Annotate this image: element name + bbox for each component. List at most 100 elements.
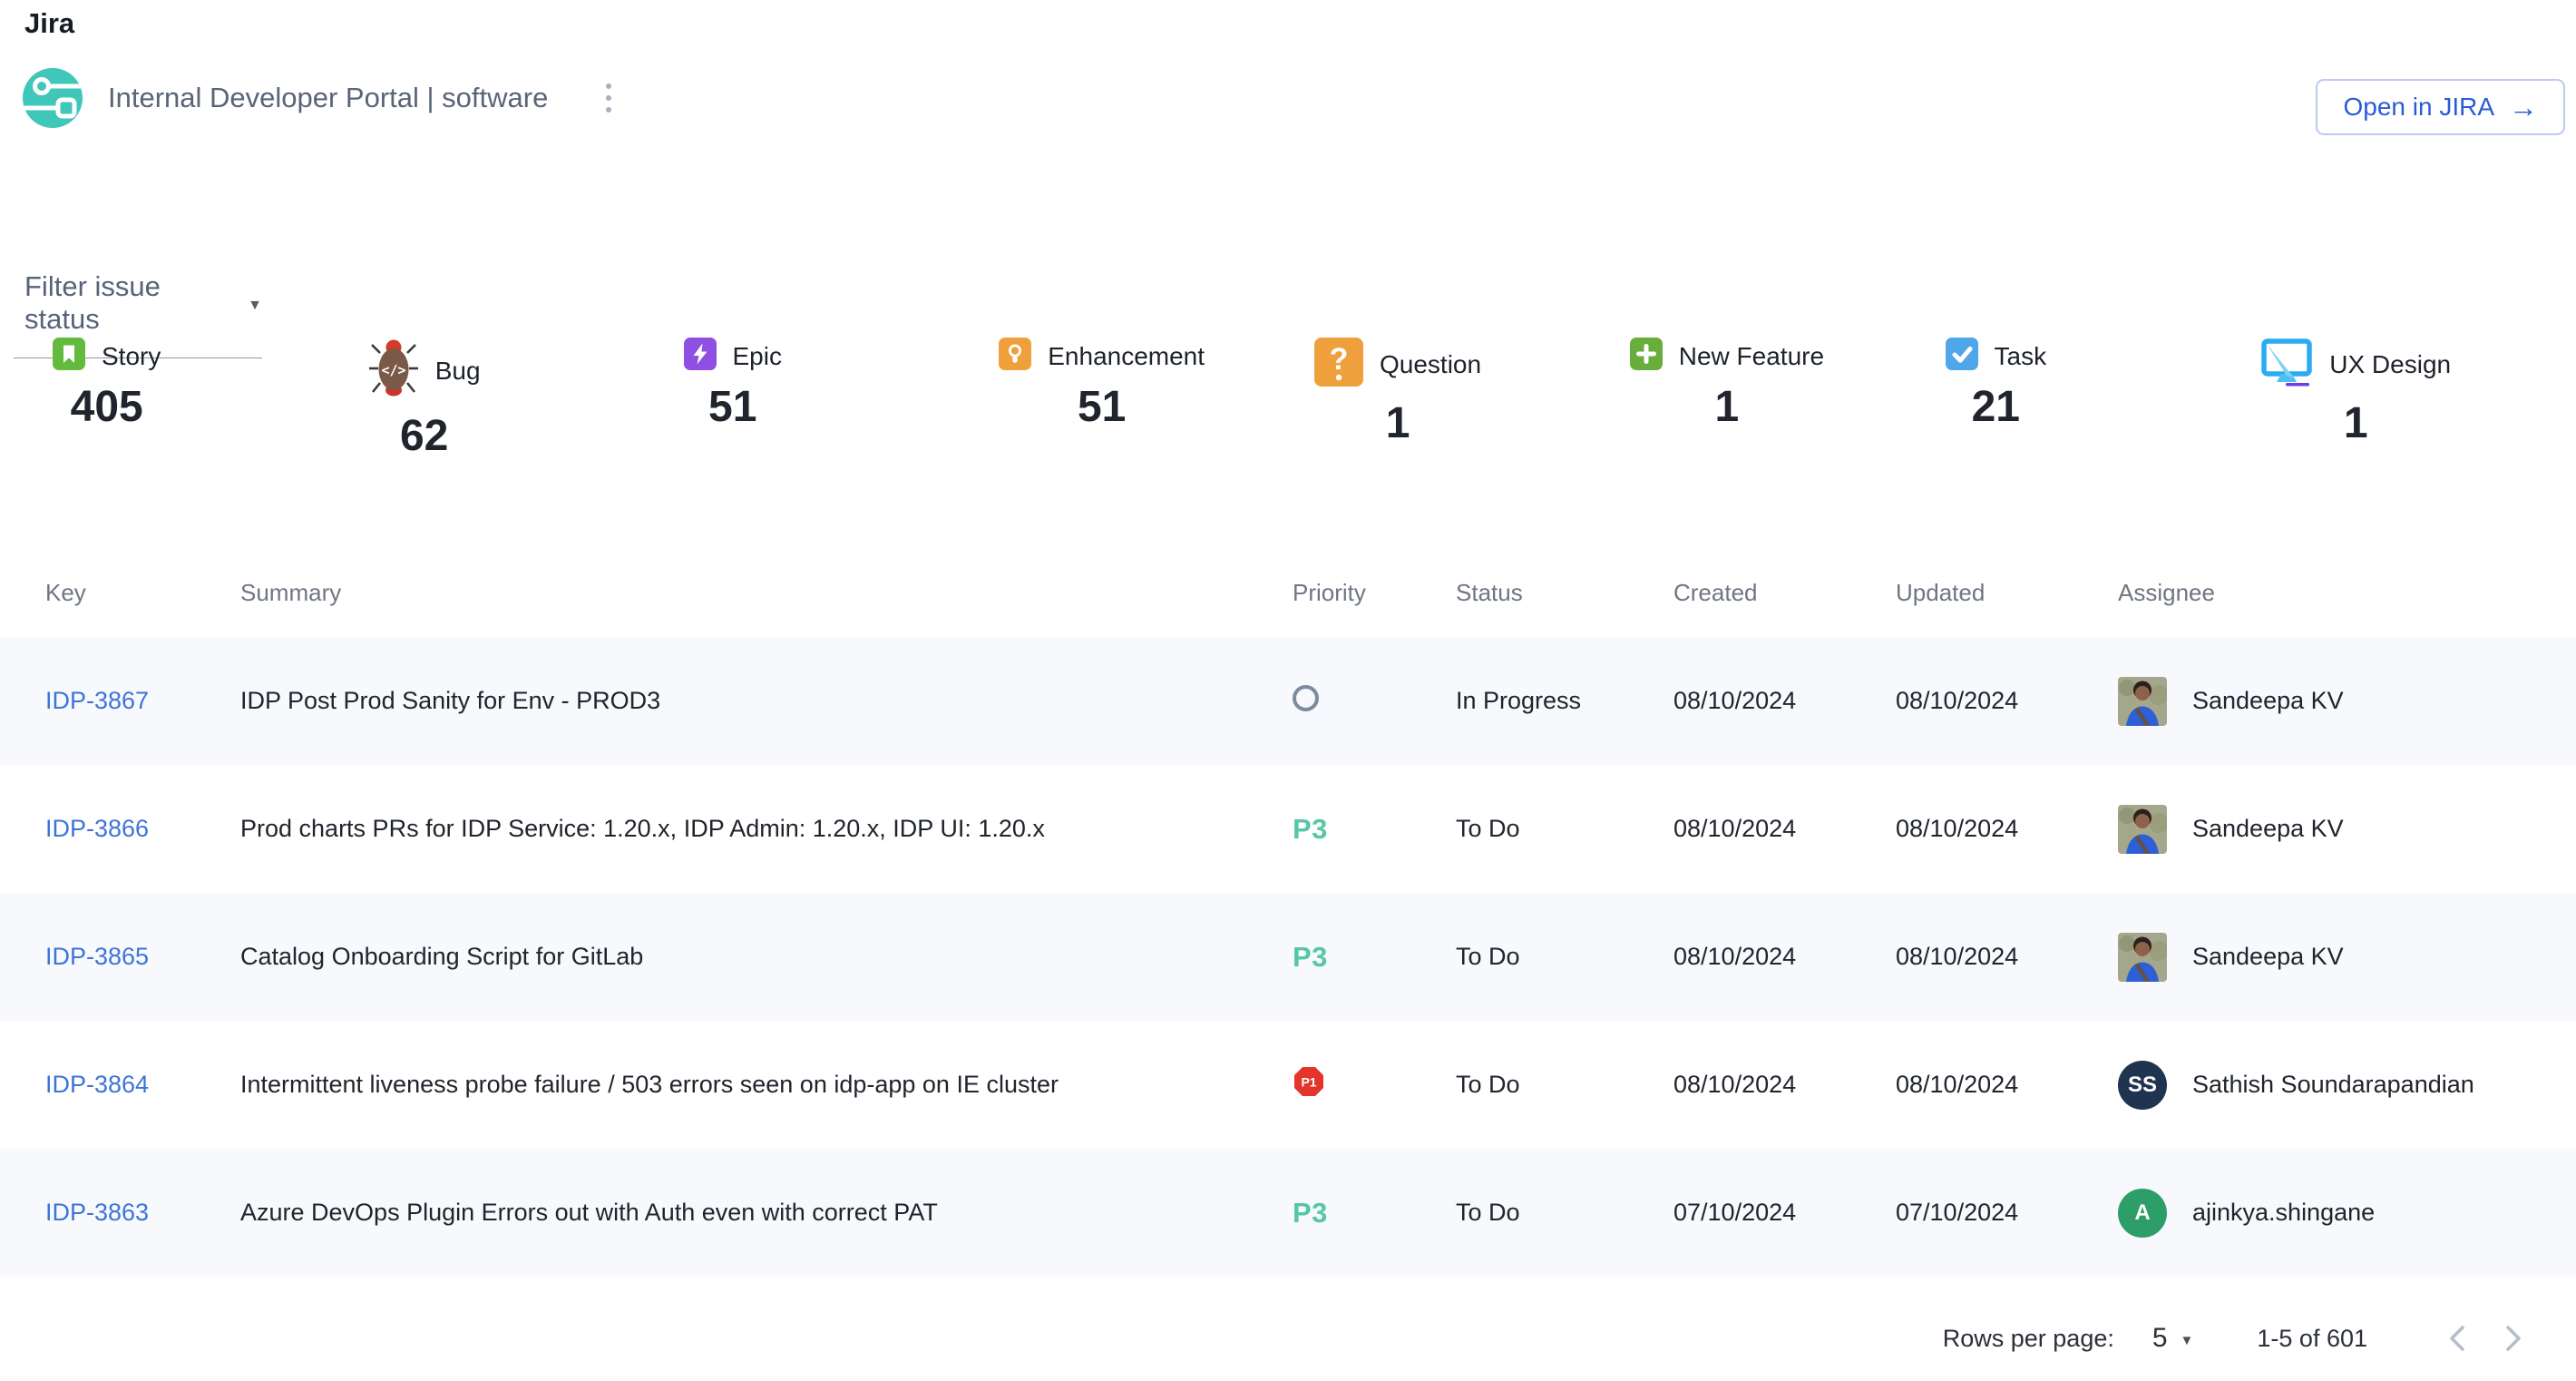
issue-updated-date: 08/10/2024 (1896, 815, 2118, 843)
issue-updated-date: 08/10/2024 (1896, 687, 2118, 715)
issue-created-date: 08/10/2024 (1673, 1071, 1896, 1099)
issue-key-link[interactable]: IDP-3863 (45, 1199, 149, 1226)
issue-type-counters: Story 405 </> Bug 62 Epic 51 Enhancemen (53, 338, 2576, 461)
issue-status: To Do (1456, 943, 1673, 971)
ux-design-icon (2260, 338, 2313, 391)
table-row: IDP-3867 IDP Post Prod Sanity for Env - … (0, 637, 2576, 765)
jira-plugin-page: Jira Internal Developer Portal | softwar… (0, 0, 2576, 1381)
assignee-cell: Sandeepa KV (2118, 933, 2531, 982)
assignee-cell: Sandeepa KV (2118, 677, 2531, 726)
project-name: Internal Developer Portal | software (108, 82, 548, 114)
issue-key-link[interactable]: IDP-3866 (45, 815, 149, 842)
chevron-down-icon: ▼ (248, 298, 262, 314)
bug-icon: </> (368, 338, 419, 404)
next-page-button[interactable] (2485, 1311, 2540, 1366)
issue-created-date: 07/10/2024 (1673, 1199, 1896, 1227)
assignee-cell: A ajinkya.shingane (2118, 1189, 2531, 1238)
issue-created-date: 08/10/2024 (1673, 943, 1896, 971)
priority-cell (1293, 685, 1456, 718)
assignee-avatar-initials: A (2118, 1189, 2167, 1238)
new-feature-icon (1630, 338, 1663, 375)
issue-type-counter: New Feature 1 (1630, 338, 1946, 461)
issue-updated-date: 08/10/2024 (1896, 943, 2118, 971)
table-header-row: Key Summary Priority Status Created Upda… (0, 561, 2576, 624)
table-row: IDP-3865 Catalog Onboarding Script for G… (0, 893, 2576, 1021)
issue-key-link[interactable]: IDP-3864 (45, 1071, 149, 1098)
column-header-key: Key (45, 579, 240, 607)
assignee-avatar-photo (2118, 677, 2167, 726)
assignee-name: Sandeepa KV (2192, 943, 2344, 971)
column-header-summary: Summary (240, 579, 1293, 607)
pagination-bar: Rows per page: 5 ▼ 1-5 of 601 (1943, 1307, 2540, 1370)
issue-type-counter: Epic 51 (684, 338, 1000, 461)
issue-type-counter: UX Design 1 (2260, 338, 2576, 461)
enhancement-icon (999, 338, 1031, 375)
issue-type-label: Bug (435, 357, 481, 386)
issue-status: To Do (1456, 815, 1673, 843)
previous-page-button[interactable] (2431, 1311, 2485, 1366)
assignee-name: Sathish Soundarapandian (2192, 1071, 2474, 1099)
issue-type-label: Epic (733, 342, 782, 371)
chevron-down-icon: ▼ (2181, 1333, 2194, 1348)
open-in-jira-button[interactable]: Open in JIRA → (2316, 79, 2565, 135)
issue-type-counter: </> Bug 62 (368, 338, 684, 461)
priority-cell: P3 (1293, 941, 1456, 974)
priority-cell: P3 (1293, 1197, 1456, 1229)
column-header-priority: Priority (1293, 579, 1456, 607)
column-header-updated: Updated (1896, 579, 2118, 607)
issue-status: To Do (1456, 1199, 1673, 1227)
assignee-name: ajinkya.shingane (2192, 1199, 2375, 1227)
column-header-status: Status (1456, 579, 1673, 607)
issue-summary: Catalog Onboarding Script for GitLab (240, 941, 1293, 973)
issue-summary: Azure DevOps Plugin Errors out with Auth… (240, 1197, 1293, 1229)
issue-created-date: 08/10/2024 (1673, 815, 1896, 843)
issue-type-count: 51 (684, 382, 782, 432)
issue-created-date: 08/10/2024 (1673, 687, 1896, 715)
table-row: IDP-3863 Azure DevOps Plugin Errors out … (0, 1149, 2576, 1277)
priority-cell: P1 (1293, 1065, 1456, 1104)
epic-icon (684, 338, 717, 375)
assignee-avatar-initials: SS (2118, 1061, 2167, 1110)
issue-type-label: Enhancement (1048, 342, 1205, 371)
pagination-range: 1-5 of 601 (2257, 1325, 2367, 1353)
rows-per-page-value: 5 (2152, 1323, 2168, 1354)
issue-type-count: 1 (1314, 398, 1481, 448)
priority-p3-icon: P3 (1293, 941, 1328, 973)
rows-per-page-select[interactable]: 5 ▼ (2152, 1323, 2194, 1354)
issue-type-count: 21 (1946, 382, 2047, 432)
issue-type-label: Story (102, 342, 161, 371)
issues-table: Key Summary Priority Status Created Upda… (0, 561, 2576, 1277)
issue-type-counter: Story 405 (53, 338, 368, 461)
issue-type-counter: Enhancement 51 (999, 338, 1314, 461)
assignee-name: Sandeepa KV (2192, 687, 2344, 715)
table-row: IDP-3864 Intermittent liveness probe fai… (0, 1021, 2576, 1149)
column-header-assignee: Assignee (2118, 579, 2531, 607)
issue-type-count: 51 (999, 382, 1205, 432)
priority-p1-icon: P1 (1293, 1065, 1325, 1098)
issue-type-counter: ? Question 1 (1314, 338, 1630, 461)
issue-updated-date: 08/10/2024 (1896, 1071, 2118, 1099)
issue-key-link[interactable]: IDP-3867 (45, 687, 149, 714)
issue-type-count: 1 (1630, 382, 1824, 432)
issue-summary: IDP Post Prod Sanity for Env - PROD3 (240, 685, 1293, 717)
issue-key-link[interactable]: IDP-3865 (45, 943, 149, 970)
table-row: IDP-3866 Prod charts PRs for IDP Service… (0, 765, 2576, 893)
issue-type-count: 1 (2260, 398, 2451, 448)
svg-text:</>: </> (381, 362, 405, 378)
assignee-name: Sandeepa KV (2192, 815, 2344, 843)
issue-type-label: UX Design (2329, 350, 2451, 379)
open-in-jira-label: Open in JIRA (2343, 93, 2494, 122)
kebab-menu-icon[interactable] (597, 74, 620, 122)
svg-text:?: ? (1330, 342, 1349, 377)
story-icon (53, 338, 85, 375)
issue-status: In Progress (1456, 687, 1673, 715)
assignee-cell: Sandeepa KV (2118, 805, 2531, 854)
issue-type-label: Task (1995, 342, 2047, 371)
issue-type-label: New Feature (1679, 342, 1824, 371)
column-header-created: Created (1673, 579, 1896, 607)
page-title: Jira (24, 7, 74, 40)
project-logo-icon (23, 68, 83, 128)
priority-none-icon (1293, 685, 1319, 711)
priority-p3-icon: P3 (1293, 813, 1328, 845)
entity-header: Internal Developer Portal | software (23, 68, 620, 128)
